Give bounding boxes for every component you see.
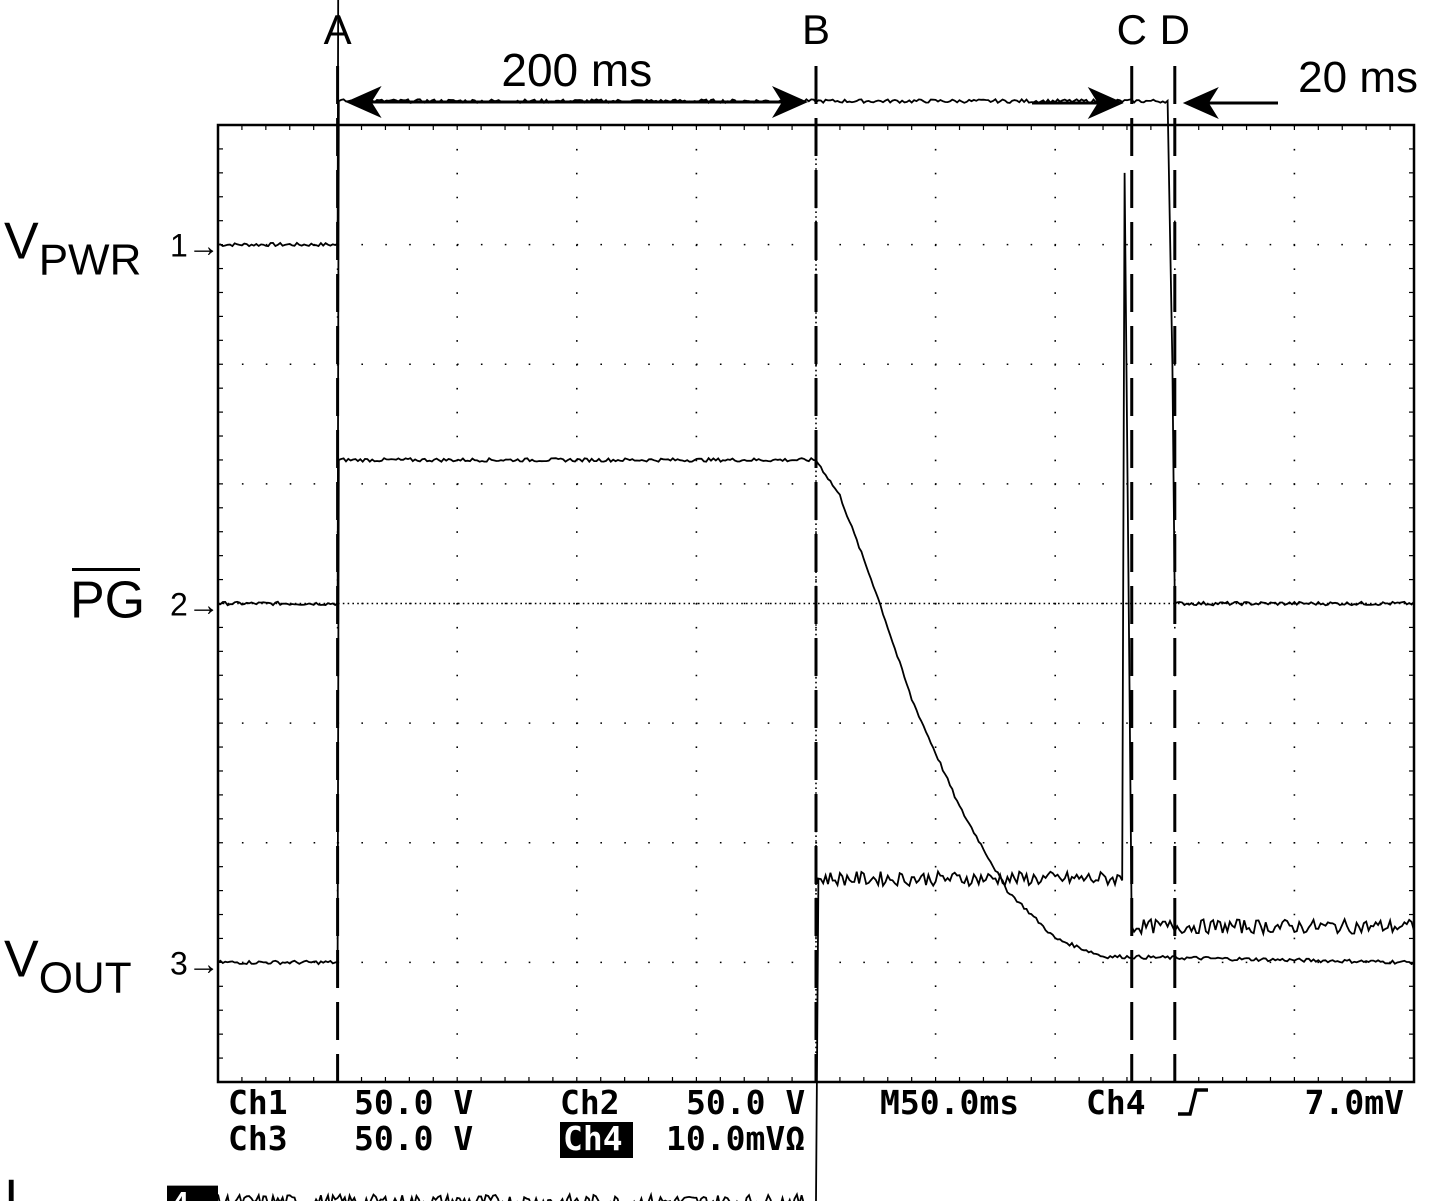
channel-marker-box [167, 1185, 218, 1201]
channel-marker-3: 3→ [170, 945, 220, 981]
readout-ch3-scale: 50.0 V [354, 1119, 473, 1158]
annotation-text: 20 ms [1298, 53, 1418, 102]
channel-marker-text: 2→ [170, 587, 220, 623]
channel-marker-1: 1→ [170, 228, 220, 264]
annotation-arrowhead-left [345, 86, 382, 118]
traces: 1→ 2→ 3→ 4→ [167, 0, 1415, 1201]
readout-ch4: Ch4 [563, 1119, 623, 1158]
trace-iload [217, 172, 1415, 1201]
channel-label-pg: PG [70, 572, 145, 630]
cursor-label-b: B [802, 6, 830, 53]
channel-label-vpwr: VPWR [4, 213, 141, 285]
cursor-label-c: C [1117, 6, 1147, 53]
cursor-label-d: D [1160, 6, 1190, 53]
trace-pg [217, 97, 1415, 607]
channel-marker-text: 4→ [172, 1187, 219, 1201]
annotation-text: 200 ms [501, 44, 652, 96]
annotation-arrowhead-right [1087, 87, 1124, 119]
channel-marker-4: 4→ [167, 1185, 219, 1201]
readout: Ch1 50.0 V Ch2 50.0 V M50.0ms Ch4 7.0mV Ch3 50.0… [228, 1083, 1404, 1158]
channel-marker-text: 1→ [170, 228, 220, 264]
readout-ch4-scale: 10.0mVΩ [666, 1119, 805, 1158]
annotations: 200 ms 20 ms [345, 44, 1418, 119]
readout-ch1: Ch1 [228, 1083, 288, 1122]
channel-labels: VPWR PG VOUT ILOAD [4, 213, 145, 1201]
channel-marker-2: 2→ [170, 587, 220, 623]
readout-timebase: M50.0ms [880, 1083, 1019, 1122]
readout-trigger-source: Ch4 [1086, 1083, 1146, 1122]
readout-ch2: Ch2 [560, 1083, 620, 1122]
annotation-arrowhead-right [772, 86, 808, 118]
trigger-slope-icon [1178, 1088, 1208, 1116]
readout-trigger-level: 7.0mV [1305, 1083, 1404, 1122]
trace-vout [217, 456, 1415, 966]
readout-ch3: Ch3 [228, 1119, 288, 1158]
channel-marker-text: 3→ [170, 945, 220, 981]
readout-ch4-highlight [560, 1122, 633, 1158]
readout-ch2-scale: 50.0 V [686, 1083, 805, 1122]
channel-label-iload: ILOAD [4, 1170, 138, 1201]
channel-label-vout: VOUT [4, 930, 132, 1002]
annotation-arrowhead-left [1182, 87, 1219, 119]
readout-ch1-scale: 50.0 V [354, 1083, 473, 1122]
